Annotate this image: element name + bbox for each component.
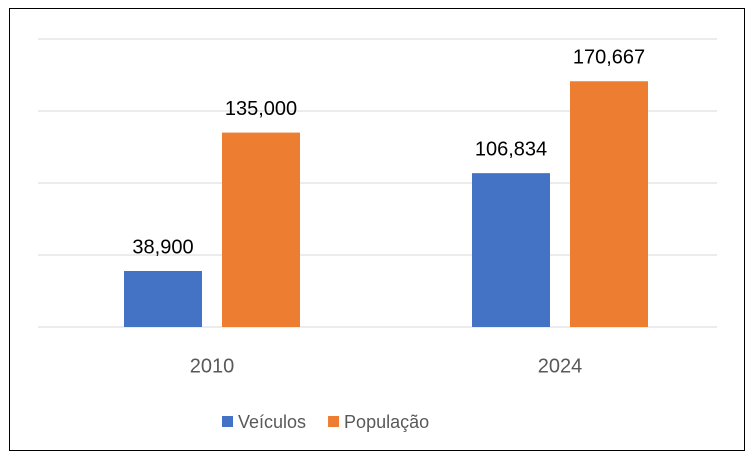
data-label: 170,667: [573, 47, 645, 69]
x-tick-label: 2010: [190, 355, 235, 377]
bar: [124, 270, 202, 327]
x-tick-label: 2024: [538, 355, 583, 377]
legend-label: População: [344, 412, 429, 432]
bar: [472, 173, 550, 327]
legend-swatch: [222, 416, 233, 427]
data-label: 38,900: [132, 236, 193, 258]
legend-swatch: [328, 416, 340, 427]
data-label: 135,000: [225, 98, 297, 120]
bar: [570, 81, 648, 327]
data-label: 106,834: [475, 138, 547, 160]
legend-label: Veículos: [238, 412, 306, 432]
bar: [222, 132, 300, 327]
